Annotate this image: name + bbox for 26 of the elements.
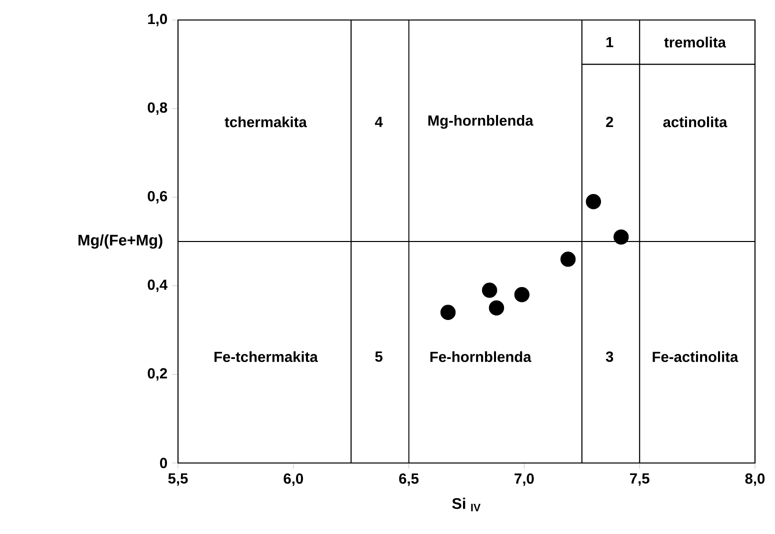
y-tick-label: 0,4 [148, 280, 168, 292]
annotation: 3 [606, 351, 614, 362]
annotation: actinolita [663, 116, 728, 128]
x-tick-label: 8,0 [745, 473, 765, 486]
x-tick-label: 6,5 [399, 473, 419, 486]
annotation: Fe-actinolita [652, 351, 738, 362]
x-tick-label: 6,0 [284, 473, 303, 486]
annotation: tchermakita [224, 116, 307, 128]
y-tick-label: 1,0 [148, 14, 167, 26]
y-axis-title: Mg/(Fe+Mg) [78, 234, 162, 249]
annotation: 4 [374, 116, 383, 127]
annotation: Fe-tchermakita [214, 351, 318, 362]
annotation: 5 [375, 352, 382, 362]
y-tick-label: 0,6 [148, 190, 168, 204]
x-tick-label: 7,5 [630, 473, 650, 486]
y-tick-label: 0 [160, 458, 167, 468]
annotation: Fe-hornblenda [430, 351, 532, 362]
y-tick-label: 0,8 [148, 102, 168, 115]
x-axis-title: Si $_{IV}$ [452, 498, 481, 512]
annotation: 1 [606, 37, 614, 48]
annotation: tremolita [664, 36, 726, 48]
y-tick-label: 0,2 [148, 368, 168, 381]
annotation: Mg-hornblenda [428, 115, 534, 129]
x-tick-label: 5,5 [168, 473, 188, 486]
annotation: 2 [606, 116, 614, 127]
x-tick-label: 7,0 [514, 473, 534, 486]
